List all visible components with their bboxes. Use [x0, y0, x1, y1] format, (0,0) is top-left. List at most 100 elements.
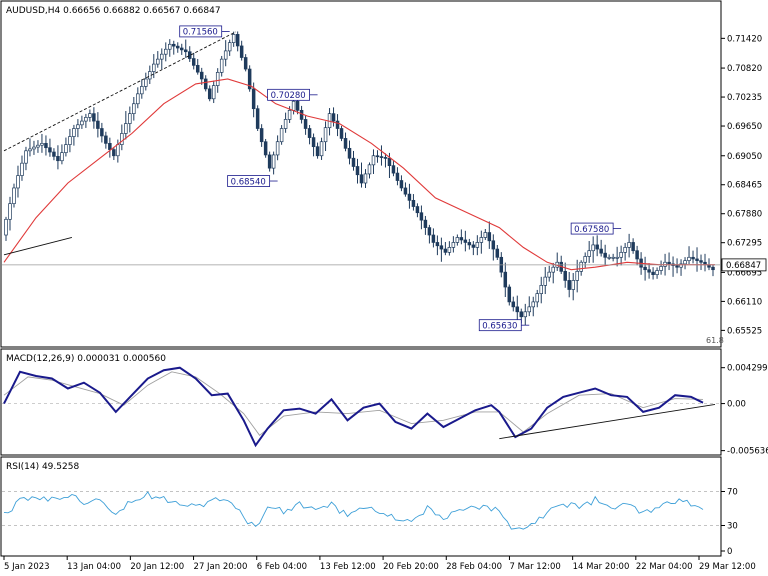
candle — [64, 137, 68, 157]
candle — [267, 151, 272, 172]
candle — [415, 203, 420, 218]
main-y-axis: 0.71420 0.70820 0.70235 0.69650 0.69050 0.684… — [721, 34, 762, 336]
y-tick-label: 0.69650 — [727, 122, 762, 132]
fib-level-label: 61.8 — [706, 336, 724, 345]
candle-body — [152, 63, 156, 72]
candle-body — [144, 78, 148, 87]
candle-body — [431, 234, 436, 243]
candle-body — [56, 156, 60, 162]
candle — [335, 114, 340, 137]
candle-body — [379, 156, 384, 158]
candle-body — [359, 174, 364, 184]
candle — [263, 138, 268, 158]
candle-body — [491, 240, 496, 250]
candle — [439, 237, 444, 262]
candle — [176, 42, 180, 53]
candle — [643, 256, 647, 281]
current-price-marker: 0.66847 — [2, 258, 767, 272]
candle — [319, 137, 324, 160]
candle-body — [283, 119, 288, 129]
candle — [291, 98, 296, 115]
candle — [24, 146, 28, 171]
candle — [583, 252, 587, 268]
candle-body — [547, 271, 551, 278]
candle-body — [76, 124, 80, 129]
y-tick-label: 0.66110 — [727, 297, 762, 307]
candle — [100, 122, 104, 143]
price-annotation: 0.68540 — [227, 175, 278, 187]
candle-body — [487, 232, 492, 242]
candle-body — [363, 173, 368, 184]
candle-body — [48, 147, 52, 153]
candle-body — [591, 244, 595, 252]
macd-panel[interactable] — [0, 348, 722, 456]
candle-body — [279, 128, 284, 143]
candle — [227, 39, 232, 56]
candle-body — [164, 48, 168, 55]
rsi-tick-label: 0 — [727, 547, 732, 557]
candle-body — [647, 269, 651, 273]
candle — [40, 133, 44, 153]
candle-body — [415, 206, 420, 214]
candle — [279, 125, 284, 145]
candle — [203, 75, 208, 92]
candle — [351, 150, 356, 171]
candle — [527, 296, 532, 317]
candle-body — [683, 260, 687, 265]
candle-body — [443, 248, 448, 253]
candle-body — [643, 266, 647, 271]
candle — [199, 67, 204, 85]
candle-body — [439, 245, 444, 250]
candle-body — [571, 280, 575, 290]
candle-body — [319, 141, 324, 157]
candle — [483, 228, 488, 240]
candle-body — [227, 42, 232, 52]
candle — [579, 260, 583, 276]
candle-body — [64, 144, 68, 154]
candle — [140, 79, 144, 99]
rsi-line — [3, 491, 704, 530]
rsi-tick-label: 30 — [727, 522, 738, 532]
candle-body — [515, 306, 520, 313]
candle — [687, 246, 691, 265]
candle — [128, 106, 132, 133]
candle-body — [156, 58, 160, 65]
candle — [80, 115, 84, 129]
candle — [595, 235, 599, 257]
candle-body — [603, 252, 607, 258]
candle-body — [108, 143, 112, 150]
candle — [703, 253, 707, 272]
candle — [307, 125, 312, 145]
candle — [487, 221, 492, 249]
candle-body — [255, 108, 260, 129]
candle — [367, 162, 372, 179]
rsi-panel[interactable] — [0, 456, 722, 557]
candle — [52, 148, 56, 161]
candle-body — [563, 270, 567, 281]
x-tick-label: 6 Feb 04:00 — [257, 562, 307, 572]
candle-body — [12, 187, 16, 204]
candle-body — [84, 117, 88, 122]
candle — [164, 42, 168, 62]
candle — [48, 138, 52, 157]
candle-body — [223, 50, 228, 60]
candle-body — [168, 43, 172, 50]
candle — [243, 54, 248, 72]
candle-body — [371, 155, 376, 166]
main-panel[interactable] — [0, 0, 722, 348]
candle-body — [339, 128, 344, 139]
candle-body — [403, 187, 408, 195]
candle-body — [191, 58, 196, 66]
candle — [539, 276, 543, 304]
candle-body — [659, 266, 663, 271]
candle-body — [623, 247, 627, 253]
candle — [411, 194, 416, 211]
candle — [28, 138, 32, 157]
candle — [523, 303, 528, 326]
candle-body — [239, 45, 244, 58]
candle — [160, 48, 164, 70]
x-tick-label: 29 Mar 12:00 — [699, 562, 756, 572]
candle-body — [160, 53, 164, 60]
candle-body — [128, 113, 132, 124]
price-annotation: 0.71560 — [179, 25, 230, 38]
